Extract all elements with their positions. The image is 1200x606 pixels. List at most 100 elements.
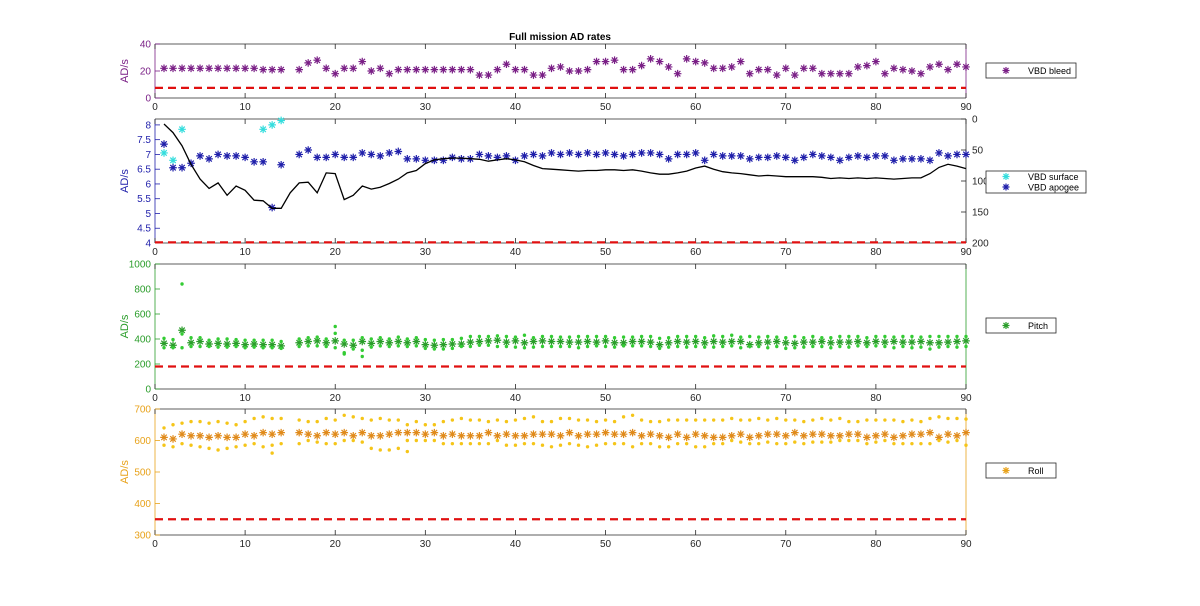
- data-point: [775, 441, 779, 446]
- data-point: [745, 69, 754, 78]
- data-point: [171, 423, 175, 427]
- panel-2: 0 10 20 30 40 50 60 70 80 9044.555.566.577.580501…: [119, 115, 1087, 258]
- data-point: [872, 337, 880, 346]
- data-point: [594, 334, 599, 339]
- y-tick-label: 800: [134, 285, 151, 296]
- data-point: [511, 431, 520, 440]
- data-point: [459, 344, 464, 349]
- data-point: [513, 443, 518, 447]
- data-point: [955, 416, 959, 421]
- data-point: [484, 337, 493, 345]
- star-stroke: [610, 56, 619, 64]
- data-point: [926, 63, 934, 71]
- star-stroke: [421, 156, 430, 165]
- data-point: [881, 338, 889, 346]
- data-point: [673, 430, 682, 438]
- data-point: [610, 338, 619, 347]
- data-point: [691, 149, 700, 157]
- data-point: [304, 430, 312, 438]
- star-stroke: [899, 338, 907, 346]
- data-point: [556, 337, 565, 346]
- data-point: [549, 344, 554, 349]
- data-point: [757, 344, 761, 349]
- data-point: [818, 337, 826, 346]
- data-point: [169, 435, 177, 443]
- data-point: [937, 345, 941, 349]
- data-point: [385, 338, 394, 347]
- data-point: [585, 344, 590, 349]
- star-stroke: [529, 337, 538, 346]
- data-point: [684, 334, 689, 339]
- data-point: [693, 334, 698, 339]
- data-point: [376, 431, 385, 440]
- star-stroke: [926, 156, 934, 165]
- star-stroke: [466, 338, 475, 346]
- data-point: [928, 347, 932, 351]
- data-point: [684, 441, 689, 446]
- y-tick-label: 500: [134, 468, 151, 479]
- data-point: [322, 64, 331, 73]
- y-tick-label: 300: [134, 531, 151, 542]
- star-stroke: [304, 59, 312, 67]
- data-point: [881, 430, 889, 438]
- data-point: [342, 351, 346, 355]
- y-tick-label: 600: [134, 310, 151, 321]
- star-stroke: [727, 152, 736, 160]
- star-stroke: [322, 64, 331, 73]
- data-point: [881, 152, 889, 160]
- data-point: [511, 65, 520, 74]
- data-point: [772, 152, 781, 160]
- star-stroke: [565, 67, 574, 75]
- data-point: [711, 418, 716, 422]
- x-tick-label: 60: [690, 539, 702, 550]
- star-stroke: [1002, 322, 1010, 329]
- x-tick-label: 10: [240, 247, 252, 258]
- data-point: [475, 431, 484, 440]
- star-stroke: [511, 337, 520, 345]
- star-stroke: [917, 430, 925, 438]
- data-point: [718, 338, 727, 346]
- data-point: [171, 346, 175, 350]
- star-stroke: [700, 59, 709, 67]
- data-point: [628, 428, 637, 437]
- data-point: [340, 64, 349, 73]
- data-point: [718, 64, 727, 73]
- star-stroke: [818, 69, 826, 78]
- data-point: [351, 338, 355, 342]
- star-stroke: [448, 430, 457, 438]
- star-stroke: [268, 340, 276, 349]
- data-point: [180, 441, 184, 446]
- star-stroke: [745, 433, 754, 442]
- data-point: [872, 57, 880, 66]
- data-point: [268, 430, 276, 438]
- data-point: [405, 449, 410, 454]
- star-stroke: [790, 428, 799, 437]
- data-point: [486, 334, 491, 339]
- data-point: [502, 152, 511, 160]
- data-point: [603, 344, 608, 349]
- star-stroke: [890, 156, 898, 165]
- star-stroke: [259, 125, 267, 134]
- star-stroke: [781, 64, 790, 73]
- star-stroke: [475, 71, 484, 79]
- data-point: [439, 156, 448, 165]
- data-point: [883, 438, 887, 443]
- star-stroke: [781, 338, 790, 347]
- star-stroke: [790, 71, 799, 79]
- data-point: [935, 60, 943, 69]
- data-point: [297, 337, 301, 341]
- star-stroke: [863, 153, 871, 162]
- data-point: [556, 150, 565, 159]
- star-stroke: [845, 153, 853, 162]
- x-tick-label: 80: [870, 539, 882, 550]
- data-point: [234, 337, 238, 342]
- data-point: [405, 337, 410, 341]
- x-tick-label: 70: [780, 539, 792, 550]
- star-stroke: [502, 338, 511, 346]
- star-stroke: [655, 340, 664, 349]
- data-point: [259, 158, 267, 166]
- data-point: [160, 64, 168, 73]
- data-point: [468, 344, 473, 349]
- star-stroke: [881, 69, 889, 78]
- data-point: [441, 347, 446, 351]
